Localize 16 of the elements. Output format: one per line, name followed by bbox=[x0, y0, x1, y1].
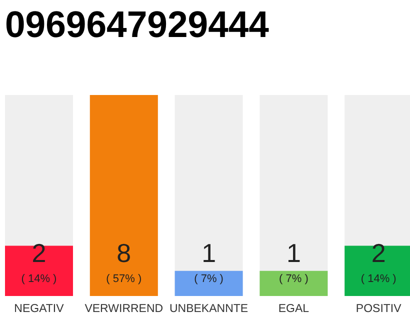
annotation: ( 7% ) bbox=[279, 273, 308, 285]
x-tick-label: NEGATIV bbox=[14, 303, 64, 315]
x-tick-label: VERWIRREND bbox=[84, 303, 164, 315]
x-tick-label: UNBEKANNTE bbox=[169, 303, 248, 315]
data-label: 8 bbox=[116, 238, 132, 268]
annotation: ( 14% ) bbox=[360, 273, 396, 285]
x-tick-label: POSITIV bbox=[356, 303, 402, 315]
data-label: 1 bbox=[286, 238, 301, 268]
data-label: 1 bbox=[202, 238, 216, 268]
annotation: ( 57% ) bbox=[106, 273, 142, 285]
data-label: 2 bbox=[371, 238, 386, 268]
annotation: ( 14% ) bbox=[21, 273, 57, 285]
chart-title: 0969647929444 bbox=[5, 4, 273, 45]
data-label: 2 bbox=[32, 238, 46, 268]
annotation: ( 7% ) bbox=[194, 273, 224, 285]
x-tick-label: EGAL bbox=[278, 303, 310, 315]
